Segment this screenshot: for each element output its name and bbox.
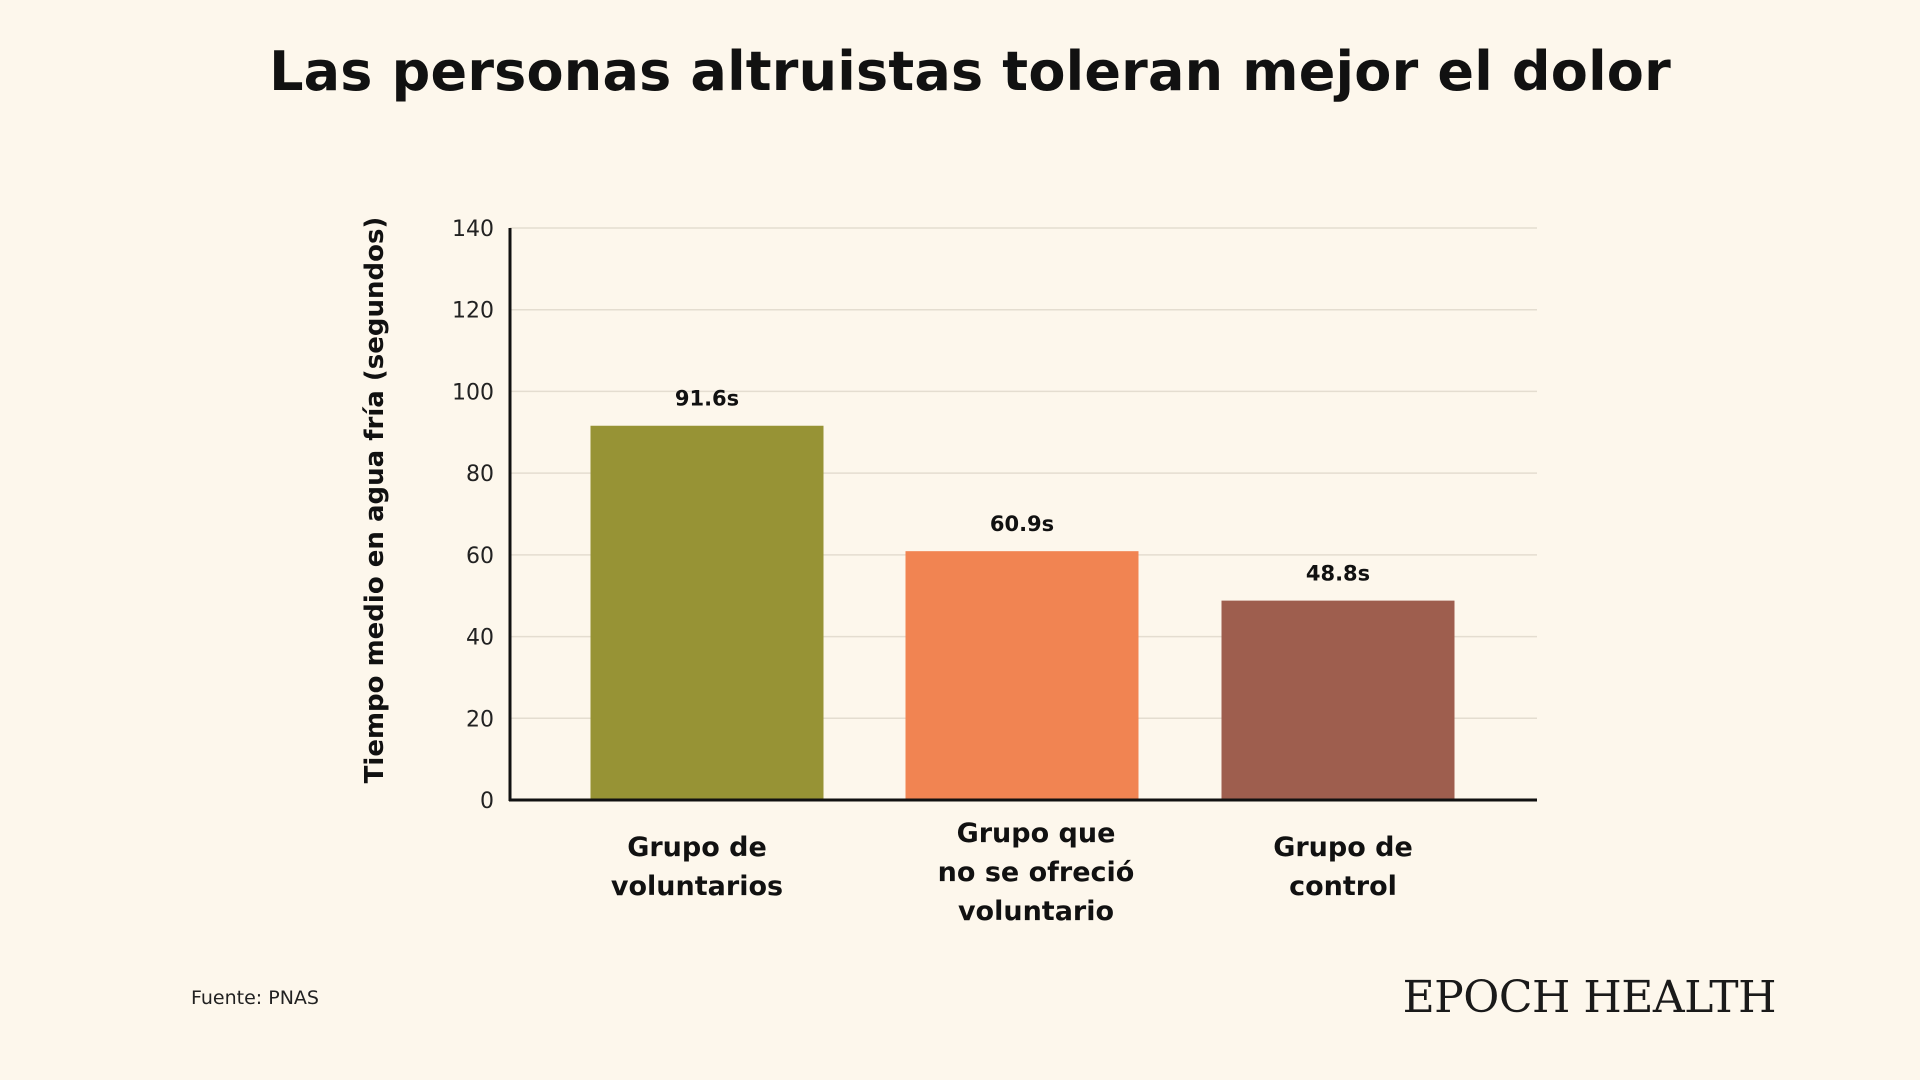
chart-title: Las personas altruistas toleran mejor el… (269, 40, 1671, 103)
bar (1221, 600, 1455, 800)
source-note: Fuente: PNAS (191, 987, 319, 1009)
x-tick-label: Grupo que no se ofreció voluntario (937, 818, 1135, 927)
data-label: 48.8s (1306, 562, 1370, 586)
y-tick-label: 20 (466, 707, 494, 732)
y-tick-label: 60 (466, 544, 494, 569)
y-tick-label: 140 (452, 217, 494, 242)
y-tick-label: 40 (466, 626, 494, 651)
y-tick-label: 120 (452, 299, 494, 324)
x-tick-label: Grupo de voluntarios (610, 832, 784, 902)
y-tick-label: 100 (452, 380, 494, 405)
brand-logo: EPOCH HEALTH (1402, 972, 1777, 1023)
bar (905, 551, 1139, 800)
y-tick-label: 0 (480, 789, 494, 814)
bar (590, 425, 824, 800)
y-tick-label: 80 (466, 462, 494, 487)
data-label: 91.6s (675, 387, 739, 411)
x-tick-label: Grupo de control (1273, 832, 1413, 902)
data-label: 60.9s (990, 512, 1054, 536)
